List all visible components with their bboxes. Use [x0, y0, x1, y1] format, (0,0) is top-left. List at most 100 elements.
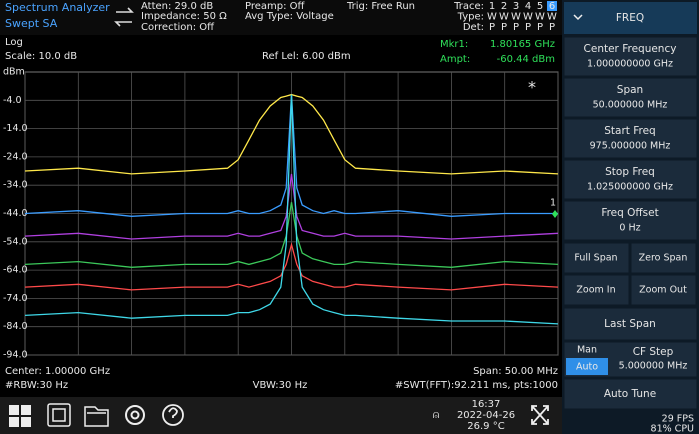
menu-label[interactable]: Center Frequency [584, 43, 677, 55]
menu-label[interactable]: Freq Offset [601, 207, 658, 219]
preamp: Preamp: Off [245, 1, 306, 12]
status-bar [0, 0, 562, 35]
trace-row-label: Trace: [453, 1, 484, 12]
trace-type: W [523, 12, 533, 23]
trace-det: P [549, 22, 555, 33]
help-button[interactable] [162, 404, 184, 426]
menu-value[interactable]: 0 Hz [619, 223, 640, 234]
trigger: Trig: Free Run [346, 1, 415, 12]
menu-button[interactable] [630, 242, 697, 274]
files-button[interactable] [84, 406, 109, 427]
auto-option[interactable]: Auto [576, 362, 598, 373]
menu-label[interactable]: Last Span [604, 318, 656, 330]
y-tick-label: -14.0 [3, 123, 28, 134]
trace-row-label: Type: [457, 12, 484, 23]
swt: #SWT(FFT):92.211 ms, pts:1000 [395, 380, 558, 391]
menu-button[interactable] [630, 274, 697, 306]
atten: Atten: 29.0 dB [141, 1, 213, 12]
marker-freq: 1.80165 GHz [490, 39, 555, 50]
menu-button[interactable] [563, 77, 698, 118]
trace-type: W [511, 12, 521, 23]
trace-det: P [537, 22, 543, 33]
y-tick-label: -74.0 [3, 293, 28, 304]
y-tick-label: -64.0 [3, 265, 28, 276]
trace-number[interactable]: 6 [549, 1, 555, 12]
taskbar [0, 397, 562, 434]
app-title: Spectrum Analyzer [5, 1, 110, 14]
menu-label[interactable]: Zoom In [576, 285, 615, 296]
menu-label[interactable]: Auto Tune [604, 388, 656, 400]
menu-button[interactable] [563, 307, 698, 341]
menu-label[interactable]: Start Freq [604, 125, 655, 137]
y-tick-label: -34.0 [3, 180, 28, 191]
y-tick-label: -4.0 [3, 95, 22, 106]
menu-label[interactable]: Span [617, 84, 643, 96]
trace-type: W [487, 12, 497, 23]
fps: 29 FPS [662, 414, 694, 425]
ref-level: Ref Lel: 6.00 dBm [262, 51, 351, 62]
fullscreen-button[interactable] [531, 405, 549, 425]
date: 2022-04-26 [457, 410, 515, 421]
span: Span: 50.00 MHz [473, 366, 558, 377]
man-option[interactable]: Man [577, 345, 597, 356]
trace-type: W [499, 12, 509, 23]
scale: Scale: 10.0 dB [5, 51, 77, 62]
network-icon: ⍝ [433, 408, 440, 421]
trace-row-label: Det: [463, 22, 484, 33]
ampt-label: Ampt: [440, 54, 470, 65]
trace-number[interactable]: 5 [537, 1, 543, 12]
menu-value[interactable]: 1.025000000 GHz [587, 182, 673, 193]
screenshot-button[interactable] [47, 403, 71, 427]
menu-button[interactable] [563, 118, 698, 159]
trace-number[interactable]: 1 [489, 1, 495, 12]
trace-number[interactable]: 2 [501, 1, 507, 12]
impedance: Impedance: 50 Ω [141, 11, 227, 22]
avg-type: Avg Type: Voltage [245, 11, 334, 22]
menu-button[interactable] [563, 200, 698, 241]
trace [24, 173, 559, 240]
apps-button[interactable] [9, 405, 31, 427]
trace-number[interactable]: 4 [525, 1, 531, 12]
menu-label[interactable]: Zero Span [639, 253, 688, 264]
auto-selected [566, 358, 608, 375]
y-tick-label: -94.0 [3, 350, 28, 361]
menu-value[interactable]: 50.000000 MHz [593, 100, 668, 111]
trace-det: P [525, 22, 531, 33]
menu-button[interactable] [563, 159, 698, 200]
settings-button[interactable] [125, 405, 145, 425]
marker-ampt: -60.44 dBm [497, 54, 555, 65]
log-label: Log [5, 37, 23, 48]
y-unit: dBm [3, 67, 25, 78]
cpu: 81% CPU [651, 424, 694, 434]
trace [24, 202, 559, 268]
y-tick-label: -44.0 [3, 208, 28, 219]
mode: Swept SA [5, 17, 58, 30]
menu-label[interactable]: Full Span [574, 253, 617, 264]
temperature: 26.9 °C [467, 421, 504, 432]
clock: 16:37 [472, 399, 501, 410]
marker-label: Mkr1: [440, 39, 468, 50]
correction: Correction: Off [141, 22, 215, 33]
menu-label[interactable]: Zoom Out [639, 285, 687, 296]
swap-icon[interactable] [114, 7, 134, 27]
marker-diamond [552, 210, 558, 218]
trace-det: P [513, 22, 519, 33]
vbw: VBW:30 Hz [253, 380, 308, 391]
menu-label[interactable]: CF Step [633, 346, 674, 358]
trace-det: P [501, 22, 507, 33]
trace-number[interactable]: 3 [513, 1, 519, 12]
chevron [573, 14, 583, 21]
menu-value[interactable]: 975.000000 MHz [590, 141, 671, 152]
menu-button[interactable] [563, 242, 630, 274]
trace-type: W [535, 12, 545, 23]
y-tick-label: -24.0 [3, 151, 28, 162]
trace-det: P [489, 22, 495, 33]
y-tick-label: -84.0 [3, 321, 28, 332]
menu-label[interactable]: Stop Freq [605, 166, 655, 178]
menu-value[interactable]: 1.000000000 GHz [587, 59, 673, 70]
menu-value[interactable]: 5.000000 MHz [619, 361, 688, 372]
menu-button[interactable] [563, 378, 698, 410]
menu-button[interactable] [563, 36, 698, 77]
trace-type: W [547, 12, 557, 23]
menu-button[interactable] [563, 274, 630, 306]
